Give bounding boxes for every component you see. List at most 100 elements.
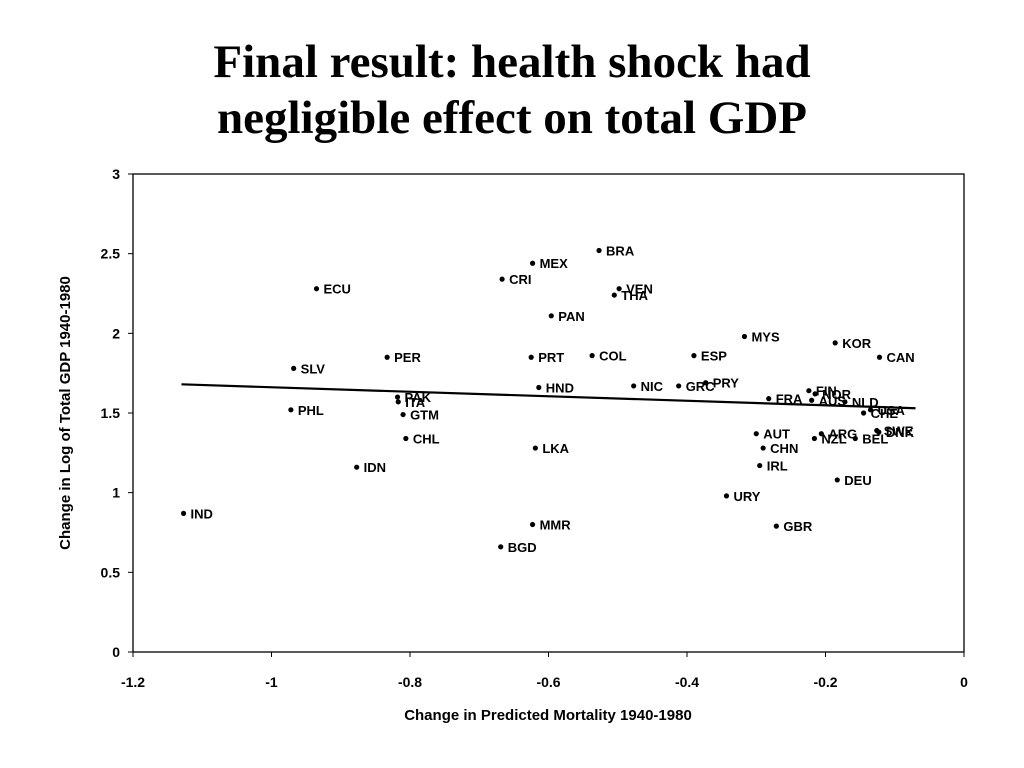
x-tick-label: -0.2 [813, 674, 837, 690]
point-label-chn: CHN [770, 441, 798, 456]
point-label-grc: GRC [686, 379, 716, 394]
point-label-idn: IDN [364, 460, 386, 475]
point-label-arg: ARG [828, 427, 857, 442]
x-axis-title: Change in Predicted Mortality 1940-1980 [404, 707, 692, 724]
slide-title-line-2: negligible effect on total GDP [217, 92, 807, 144]
point-label-esp: ESP [701, 349, 727, 364]
point-label-ecu: ECU [324, 282, 351, 297]
data-point-pak [394, 394, 401, 400]
fit-line-group [181, 383, 916, 410]
data-point-bra [596, 247, 602, 254]
point-label-swe: SWE [884, 424, 914, 439]
point-label-prt: PRT [538, 350, 564, 365]
x-tick-label: -1 [265, 674, 278, 690]
data-point-mex [529, 260, 536, 266]
point-label-nic: NIC [641, 379, 664, 394]
data-point-col [589, 353, 595, 359]
point-label-phl: PHL [298, 403, 324, 418]
data-point-mys [741, 333, 748, 340]
point-label-bgd: BGD [508, 540, 537, 555]
data-point-bel [852, 435, 858, 442]
data-point-ita [395, 399, 401, 405]
x-tick-label: 0 [960, 674, 968, 690]
point-label-ita: ITA [405, 395, 426, 410]
point-label-bra: BRA [606, 243, 635, 258]
data-point-phl [288, 407, 294, 413]
x-tick-label: -0.8 [398, 674, 422, 690]
data-point-nic [631, 383, 637, 389]
point-label-che: CHE [871, 406, 899, 421]
x-tick-label: -0.6 [536, 674, 560, 690]
point-label-per: PER [394, 350, 421, 365]
point-label-chl: CHL [413, 431, 440, 446]
data-point-grc [676, 383, 682, 389]
point-label-aus: AUS [819, 393, 847, 408]
data-point-gbr [773, 523, 779, 529]
data-point-lka [532, 445, 538, 451]
plot-area-frame [132, 173, 965, 653]
data-point-idn [354, 464, 360, 470]
fit-line [181, 383, 916, 410]
point-label-pry: PRY [713, 376, 740, 391]
data-point-deu [834, 477, 840, 483]
data-point-usa [867, 407, 874, 413]
data-point-arg [818, 431, 824, 437]
y-tick-label: 3 [112, 166, 120, 182]
data-point-ecu [313, 286, 320, 292]
point-label-col: COL [599, 349, 627, 364]
point-label-nor: NOR [822, 387, 852, 402]
data-point-hnd [536, 384, 542, 391]
point-label-irl: IRL [767, 459, 788, 474]
data-point-per [384, 354, 390, 360]
data-point-pan [548, 313, 554, 319]
data-point-chn [760, 445, 766, 451]
data-point-ven [616, 286, 622, 292]
data-point-aut [753, 431, 759, 437]
point-label-aut: AUT [763, 427, 790, 442]
data-point-che [860, 410, 867, 416]
point-label-slv: SLV [301, 361, 326, 376]
data-point-prt [528, 354, 534, 360]
data-point-nld [842, 399, 848, 405]
y-tick-label: 1.5 [101, 405, 121, 421]
point-label-fra: FRA [776, 392, 803, 407]
data-point-ind [180, 510, 187, 516]
point-label-pak: PAK [405, 390, 432, 405]
y-tick-label: 0.5 [101, 564, 121, 580]
data-point-gtm [400, 411, 406, 418]
point-label-can: CAN [887, 350, 915, 365]
data-point-fin [806, 388, 812, 394]
data-point-tha [611, 292, 617, 298]
point-label-cri: CRI [509, 272, 531, 287]
point-label-nzl: NZL [821, 431, 846, 446]
slide-title-line-1: Final result: health shock had [213, 36, 811, 88]
point-label-hnd: HND [546, 381, 574, 396]
point-label-mex: MEX [540, 256, 569, 271]
y-tick-label: 0 [112, 644, 120, 660]
y-tick-label: 2.5 [101, 246, 121, 262]
data-point-chl [403, 435, 409, 442]
data-point-nzl [811, 435, 818, 442]
data-point-esp [691, 353, 697, 359]
point-label-dnk: DNK [886, 425, 915, 440]
point-label-mmr: MMR [540, 518, 572, 533]
data-point-cri [499, 276, 505, 282]
data-point-ury [723, 493, 730, 499]
data-point-irl [757, 462, 763, 469]
point-label-bel: BEL [862, 431, 888, 446]
point-label-fin: FIN [816, 384, 837, 399]
data-point-mmr [529, 521, 536, 528]
point-label-kor: KOR [842, 336, 872, 351]
data-point-fra [766, 396, 772, 402]
point-label-deu: DEU [844, 473, 871, 488]
data-point-aus [809, 397, 815, 403]
point-label-gbr: GBR [783, 519, 813, 534]
data-point-dnk [876, 429, 882, 435]
data-point-bgd [498, 544, 504, 550]
point-label-usa: USA [878, 403, 906, 418]
point-label-ind: IND [191, 506, 213, 521]
slide-title: Final result: health shock had negligibl… [0, 34, 1024, 146]
y-axis-title: Change in Log of Total GDP 1940-1980 [57, 276, 74, 550]
point-label-nld: NLD [852, 395, 879, 410]
